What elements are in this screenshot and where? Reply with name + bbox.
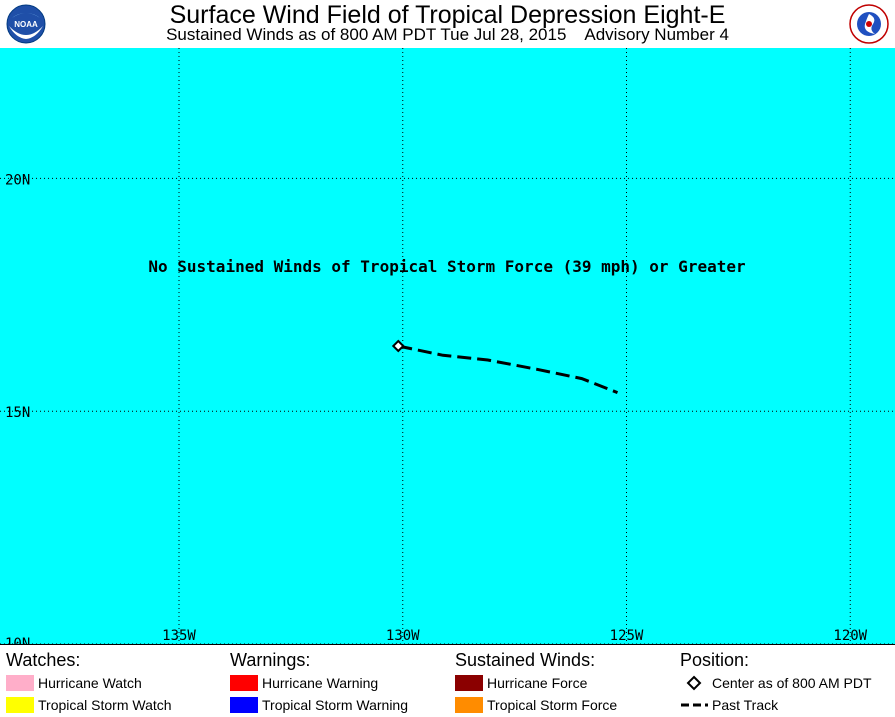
lat-label: 10N [5, 636, 30, 644]
legend-watches: Watches: Hurricane Watch Tropical Storm … [6, 649, 172, 713]
svg-text:NOAA: NOAA [14, 20, 38, 29]
legend-sustained-winds: Sustained Winds: Hurricane Force Tropica… [455, 649, 617, 713]
tropical-storm-watch-swatch [6, 697, 34, 713]
storm-center-diamond [391, 339, 405, 353]
past-track-line [397, 344, 619, 394]
legend-position-heading: Position: [680, 650, 750, 670]
lon-label: 135W [162, 628, 196, 644]
grid-labels: 20N 15N 10N 135W 130W 125W 120W [5, 172, 868, 644]
hurricane-warning-swatch [230, 675, 258, 691]
lon-label: 120W [833, 628, 867, 644]
legend-past-track: Past Track [680, 695, 778, 715]
tropical-storm-warning-swatch [230, 697, 258, 713]
wind-field-map: 20N 15N 10N 135W 130W 125W 120W No Sustained W… [0, 48, 895, 644]
legend-position: Position: Center as of 800 AM PDT Past T… [680, 649, 872, 713]
legend-hurricane-warning: Hurricane Warning [230, 673, 378, 693]
header: NOAA Surface Wind Field of Tropical Depr… [0, 0, 895, 48]
legend: Watches: Hurricane Watch Tropical Storm … [0, 644, 895, 717]
legend-hurricane-watch: Hurricane Watch [6, 673, 142, 693]
lat-label: 15N [5, 405, 30, 421]
legend-tropical-storm-warning: Tropical Storm Warning [230, 695, 408, 715]
lon-label: 125W [610, 628, 644, 644]
nws-logo-icon [849, 4, 889, 44]
hurricane-force-swatch [455, 675, 483, 691]
lat-lon-grid [0, 48, 895, 644]
legend-hurricane-force: Hurricane Force [455, 673, 587, 693]
lon-label: 130W [386, 628, 420, 644]
hurricane-watch-swatch [6, 675, 34, 691]
legend-tropical-storm-force: Tropical Storm Force [455, 695, 617, 715]
page-subtitle: Sustained Winds as of 800 AM PDT Tue Jul… [166, 25, 729, 44]
diamond-icon [686, 675, 702, 691]
lat-label: 20N [5, 172, 30, 188]
dashed-line-icon [681, 703, 708, 707]
legend-center: Center as of 800 AM PDT [680, 673, 872, 693]
tropical-storm-force-swatch [455, 697, 483, 713]
legend-winds-heading: Sustained Winds: [455, 650, 596, 670]
ocean-background [0, 48, 895, 644]
legend-tropical-storm-watch: Tropical Storm Watch [6, 695, 172, 715]
legend-watches-heading: Watches: [6, 650, 81, 670]
noaa-logo-icon: NOAA [6, 4, 46, 44]
legend-warnings: Warnings: Hurricane Warning Tropical Sto… [230, 649, 408, 713]
wind-message: No Sustained Winds of Tropical Storm For… [148, 257, 745, 276]
legend-warnings-heading: Warnings: [230, 650, 311, 670]
page-title: Surface Wind Field of Tropical Depressio… [169, 1, 726, 29]
